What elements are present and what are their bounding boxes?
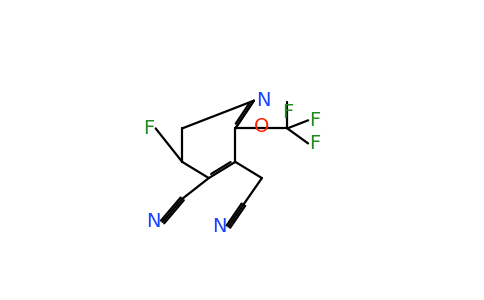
Text: F: F <box>309 111 320 130</box>
Text: F: F <box>143 119 154 138</box>
Text: F: F <box>282 103 293 122</box>
Text: N: N <box>146 212 161 232</box>
Text: N: N <box>212 217 227 236</box>
Text: N: N <box>256 91 270 110</box>
Text: F: F <box>309 134 320 153</box>
Text: O: O <box>254 117 270 136</box>
